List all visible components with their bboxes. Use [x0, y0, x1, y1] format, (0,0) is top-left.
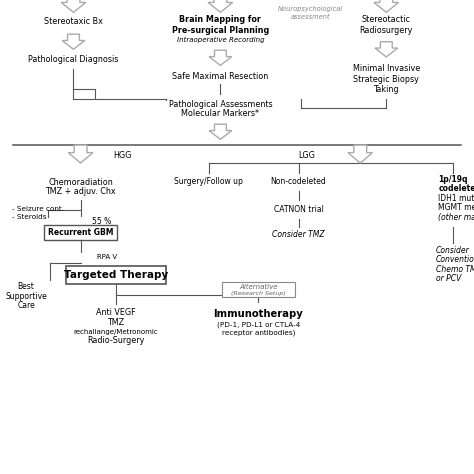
Text: 55 %: 55 %	[92, 218, 112, 226]
Text: Stereotaxic Bx: Stereotaxic Bx	[44, 17, 103, 26]
Text: Pre-surgical Planning: Pre-surgical Planning	[172, 26, 269, 35]
Text: 1p/19q: 1p/19q	[438, 175, 468, 183]
Bar	[66, 266, 166, 284]
Text: - Steroids: - Steroids	[12, 214, 46, 220]
Text: Best: Best	[18, 283, 35, 291]
Text: Minimal Invasive: Minimal Invasive	[353, 64, 420, 73]
Text: codeleted: codeleted	[438, 184, 474, 193]
Text: Anti VEGF: Anti VEGF	[96, 309, 136, 317]
Polygon shape	[209, 124, 232, 139]
Text: (other markers): (other markers)	[438, 213, 474, 221]
Text: assessment: assessment	[291, 14, 330, 19]
Text: TMZ + adjuv. Chx: TMZ + adjuv. Chx	[46, 188, 116, 196]
Text: Brain Mapping for: Brain Mapping for	[180, 16, 261, 24]
Text: Consider TMZ: Consider TMZ	[272, 230, 325, 239]
Text: Immunotherapy: Immunotherapy	[213, 309, 303, 319]
Text: Supportive: Supportive	[5, 292, 47, 301]
Text: Strategic Biopsy: Strategic Biopsy	[354, 75, 419, 83]
Text: (Research Setup): (Research Setup)	[231, 292, 286, 296]
Text: Consider: Consider	[436, 246, 470, 255]
Text: LGG: LGG	[299, 151, 316, 160]
Polygon shape	[62, 34, 85, 49]
Text: Alternative: Alternative	[239, 284, 278, 290]
Text: Stereotactic: Stereotactic	[362, 16, 411, 24]
Text: CATNON trial: CATNON trial	[273, 205, 324, 214]
Text: Care: Care	[17, 301, 35, 310]
Polygon shape	[375, 42, 398, 57]
Text: Recurrent GBM: Recurrent GBM	[48, 228, 113, 237]
Text: Chemo TMZ: Chemo TMZ	[436, 265, 474, 273]
Bar	[44, 225, 118, 240]
Polygon shape	[348, 145, 373, 163]
Text: Molecular Markers*: Molecular Markers*	[182, 109, 259, 118]
Text: Conventional: Conventional	[436, 255, 474, 264]
Text: Surgery/Follow up: Surgery/Follow up	[174, 177, 243, 185]
Text: MGMT methyl.: MGMT methyl.	[438, 203, 474, 212]
Text: Taking: Taking	[374, 85, 399, 93]
Text: Safe Maximal Resection: Safe Maximal Resection	[172, 73, 269, 81]
Text: Chemoradiation: Chemoradiation	[48, 178, 113, 187]
Polygon shape	[209, 50, 232, 65]
Text: - Seizure cont.: - Seizure cont.	[12, 206, 64, 211]
Polygon shape	[208, 0, 233, 12]
Text: Pathological Diagnosis: Pathological Diagnosis	[28, 55, 118, 64]
Text: HGG: HGG	[113, 151, 131, 160]
Text: or PCV: or PCV	[436, 274, 462, 283]
Text: receptor antibodies): receptor antibodies)	[222, 329, 295, 336]
Text: IDH1 mutated: IDH1 mutated	[438, 194, 474, 202]
Text: TMZ: TMZ	[108, 318, 125, 327]
Polygon shape	[374, 0, 399, 12]
Bar	[222, 282, 295, 297]
Text: Intraoperative Recording: Intraoperative Recording	[177, 37, 264, 43]
Text: RPA V: RPA V	[97, 254, 117, 260]
Polygon shape	[68, 145, 93, 163]
Text: Neuropsychological: Neuropsychological	[278, 6, 343, 11]
Text: Pathological Assessments: Pathological Assessments	[169, 100, 272, 109]
Text: Radio-Surgery: Radio-Surgery	[87, 336, 145, 345]
Text: Targeted Therapy: Targeted Therapy	[64, 270, 168, 280]
Polygon shape	[61, 0, 86, 12]
Text: (PD-1, PD-L1 or CTLA-4: (PD-1, PD-L1 or CTLA-4	[217, 321, 300, 328]
Text: rechallange/Metronomic: rechallange/Metronomic	[74, 329, 158, 335]
Text: Radiosurgery: Radiosurgery	[360, 26, 413, 35]
Text: Non-codeleted: Non-codeleted	[271, 177, 327, 185]
